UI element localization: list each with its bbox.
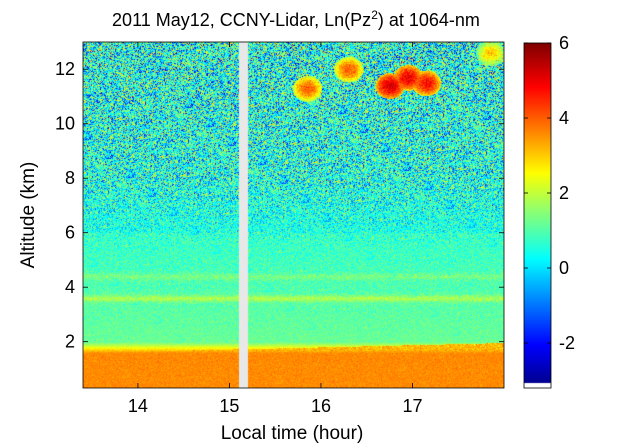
x-tick-label: 14 (128, 396, 148, 416)
x-axis-ticks: 14 15 16 17 (128, 42, 422, 416)
chart-title-superscript: 2 (371, 8, 378, 22)
colorbar-gradient (524, 43, 551, 388)
y-axis-label: Altitude (km) (18, 162, 39, 269)
colorbar-ticks: -2 0 2 4 6 (524, 33, 575, 353)
y-tick-label: 12 (55, 59, 75, 79)
x-tick-label: 15 (219, 396, 239, 416)
x-tick-label: 17 (402, 396, 422, 416)
y-axis-ticks: 2 4 6 8 10 12 (55, 59, 504, 352)
colorbar-tick-label: 6 (559, 33, 569, 53)
plot-area: 14 15 16 17 2 4 6 8 10 12 (55, 41, 505, 416)
y-tick-label: 10 (55, 114, 75, 134)
y-tick-label: 4 (65, 277, 75, 297)
colorbar-tick-label: 0 (559, 258, 569, 278)
colorbar-frame (523, 42, 552, 389)
chart-title-main: 2011 May12, CCNY-Lidar, Ln(Pz (112, 10, 371, 30)
y-tick-label: 6 (65, 223, 75, 243)
colorbar-tick-label: -2 (559, 333, 575, 353)
heatmap-image (83, 42, 504, 388)
colorbar-tick-label: 2 (559, 183, 569, 203)
y-tick-label: 8 (65, 168, 75, 188)
colorbar: -2 0 2 4 6 (523, 33, 575, 389)
x-axis-label: Local time (hour) (221, 423, 364, 444)
x-tick-label: 16 (311, 396, 331, 416)
chart-title: 2011 May12, CCNY-Lidar, Ln(Pz2) at 1064-… (112, 8, 480, 30)
colorbar-tick-label: 4 (559, 108, 569, 128)
chart-title-tail: ) at 1064-nm (378, 10, 480, 30)
plot-frame (82, 41, 505, 389)
y-tick-label: 2 (65, 332, 75, 352)
